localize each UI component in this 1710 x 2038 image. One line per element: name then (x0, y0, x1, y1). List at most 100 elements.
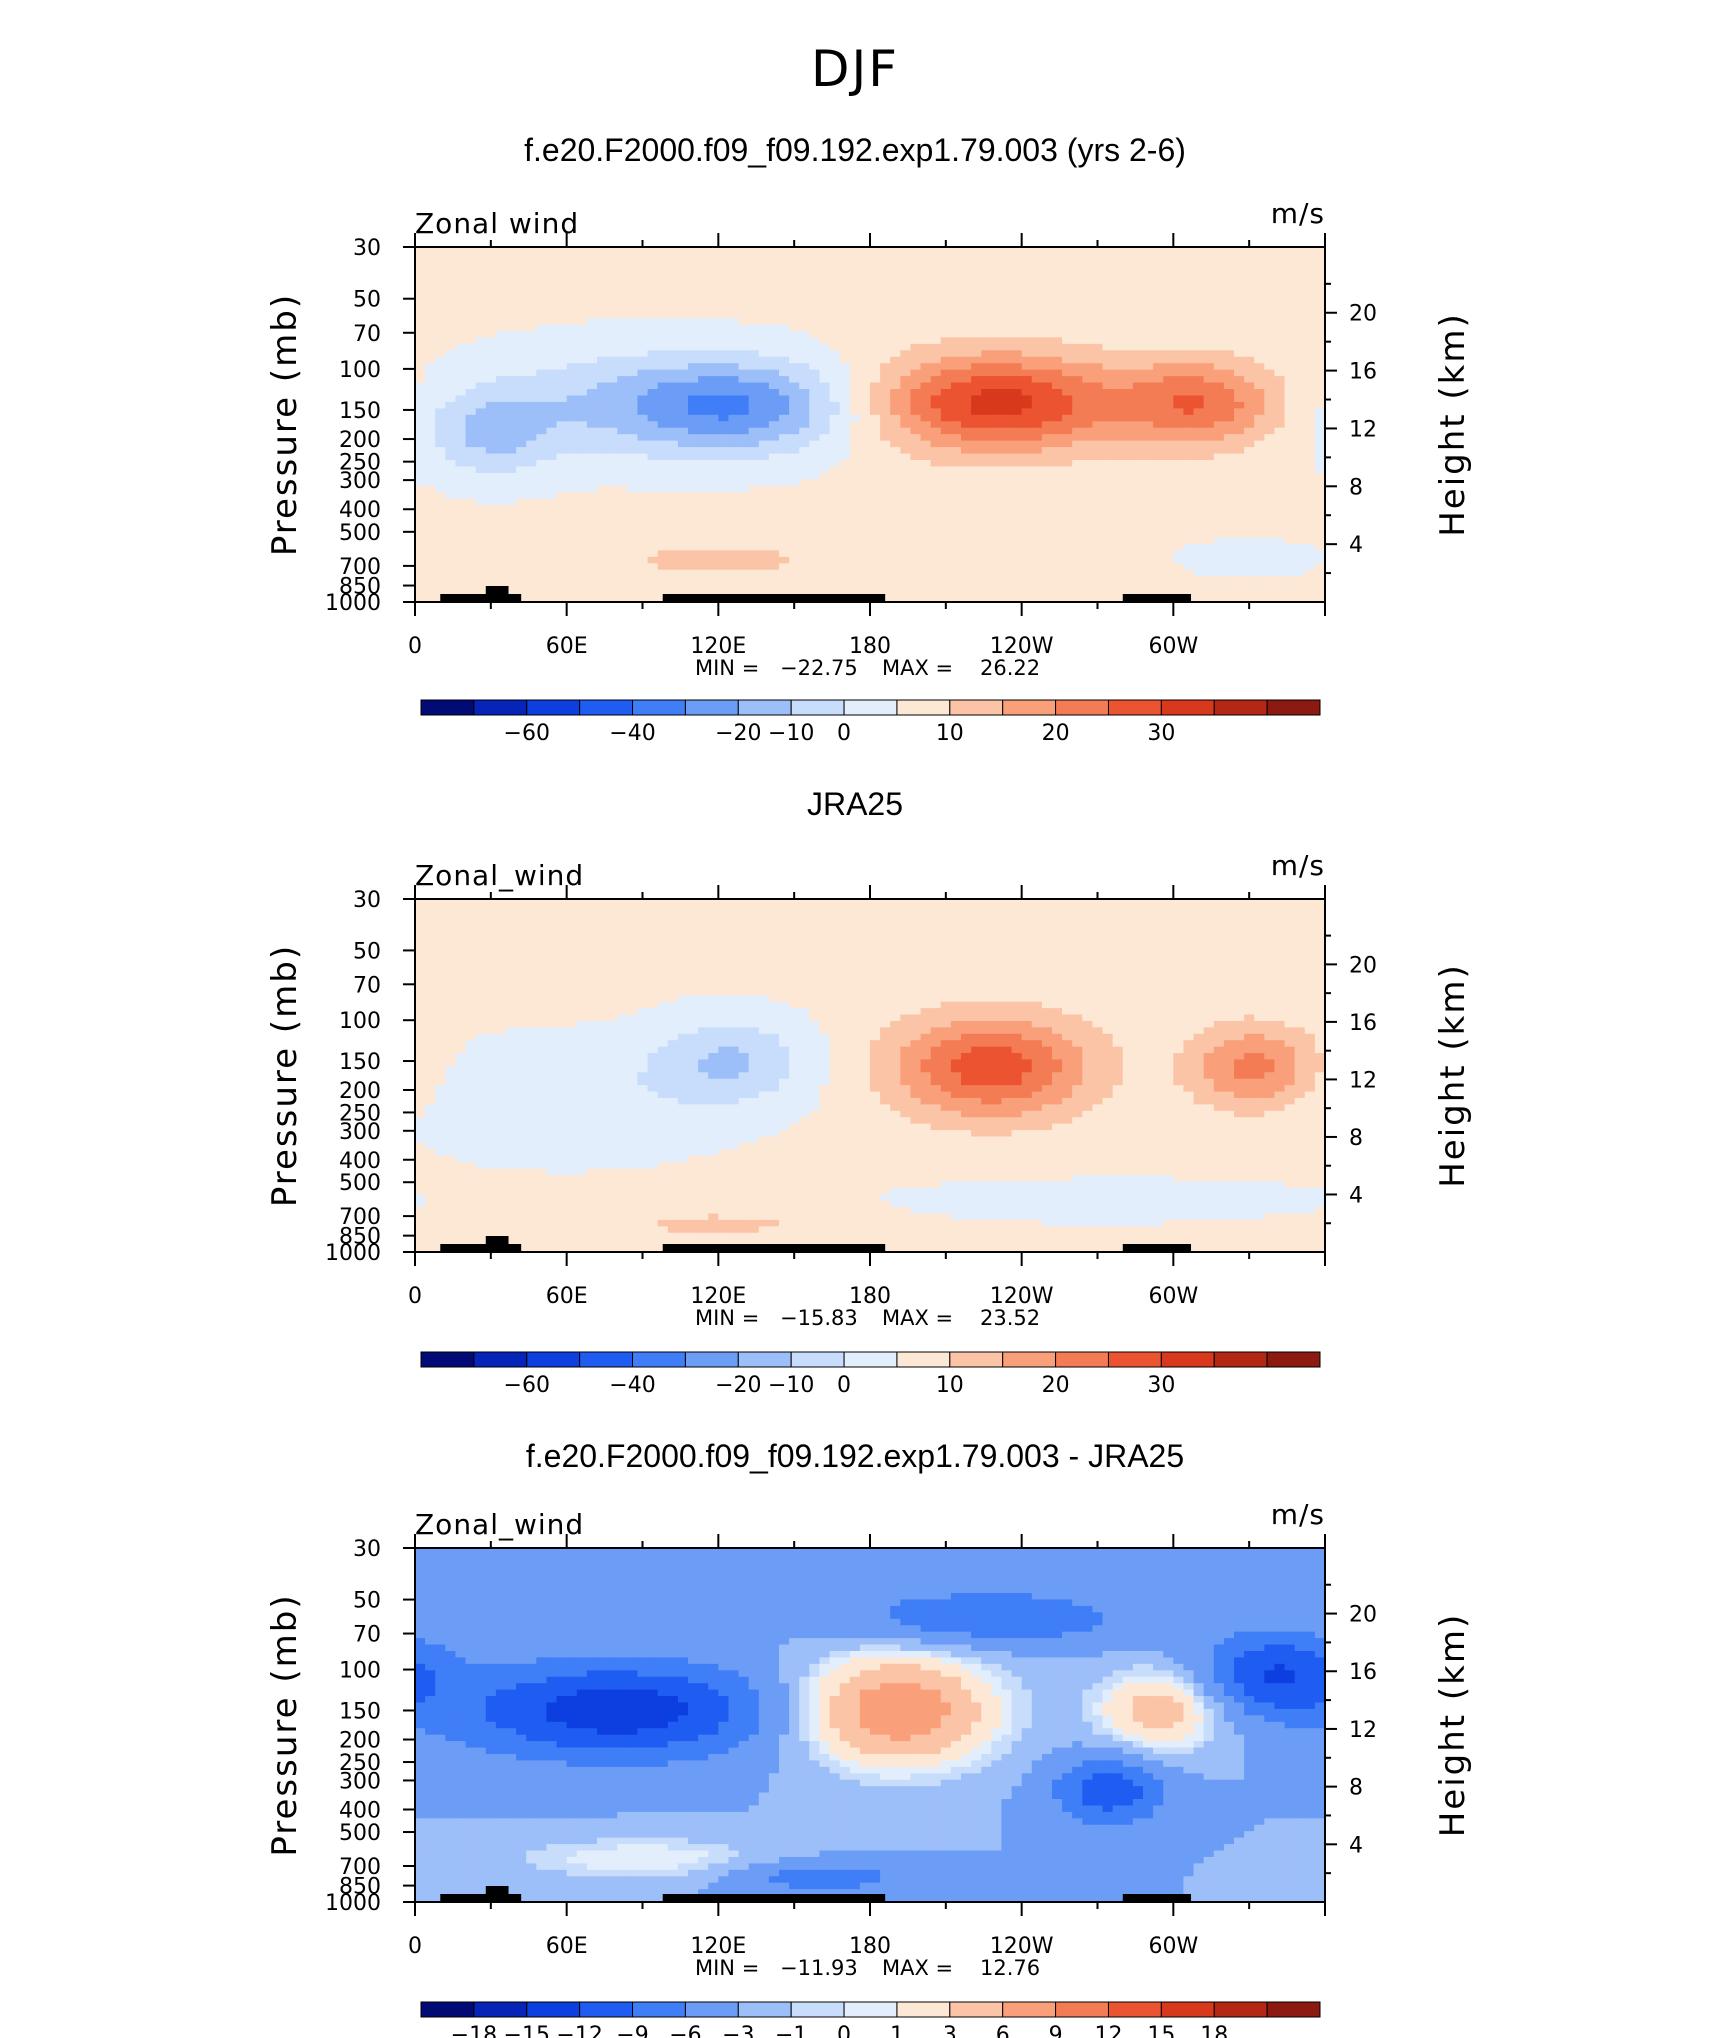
field-cell (1082, 376, 1094, 384)
field-cell (607, 595, 618, 603)
field-cell (1294, 350, 1306, 358)
field-cell (940, 395, 952, 403)
field-cell (667, 285, 679, 293)
field-cell (1052, 524, 1063, 532)
field-cell (1122, 563, 1134, 571)
field-cell (495, 318, 507, 326)
field-cell (708, 492, 719, 500)
field-cell (566, 279, 578, 287)
field-cell (920, 318, 932, 326)
field-cell (445, 389, 457, 397)
field-cell (495, 466, 507, 474)
field-cell (1173, 569, 1185, 577)
field-cell (1031, 285, 1043, 293)
field-cell (961, 285, 972, 293)
field-cell (435, 556, 446, 564)
field-cell (1021, 279, 1033, 287)
field-cell (415, 247, 426, 255)
field-cell (637, 324, 649, 332)
field-cell (870, 292, 881, 300)
field-cell (1062, 414, 1073, 422)
field-cell (657, 550, 669, 558)
field-cell (920, 447, 932, 455)
field-cell (1314, 518, 1326, 526)
field-cell (1234, 259, 1245, 267)
field-cell (1304, 485, 1316, 493)
field-cell (819, 266, 831, 274)
field-cell (819, 253, 831, 261)
field-cell (890, 369, 901, 377)
field-cell (1092, 498, 1104, 506)
field-cell (546, 479, 558, 487)
field-cell (1041, 376, 1053, 384)
field-cell (586, 324, 598, 332)
field-cell (506, 298, 517, 306)
field-cell (940, 363, 952, 371)
field-cell (758, 498, 770, 506)
field-cell (1041, 324, 1053, 332)
field-cell (789, 569, 800, 577)
field-cell (688, 356, 699, 364)
field-cell (1001, 595, 1013, 603)
field-cell (1304, 272, 1316, 280)
field-cell (1021, 266, 1033, 274)
field-cell (940, 350, 952, 358)
field-cell (859, 434, 871, 442)
field-cell (556, 569, 568, 577)
field-cell (1001, 253, 1013, 261)
field-cell (1274, 595, 1286, 603)
field-cell (1244, 472, 1255, 480)
field-cell (1082, 259, 1094, 267)
field-cell (1183, 492, 1195, 500)
field-cell (1254, 389, 1265, 397)
field-cell (870, 434, 881, 442)
field-cell (415, 389, 426, 397)
field-cell (637, 576, 649, 584)
field-cell (940, 414, 952, 422)
field-cell (829, 569, 841, 577)
field-cell (1122, 518, 1134, 526)
field-cell (930, 479, 942, 487)
field-cell (1254, 543, 1265, 551)
field-cell (1294, 259, 1306, 267)
field-cell (971, 298, 982, 306)
field-cell (597, 453, 608, 461)
field-cell (1254, 350, 1265, 358)
field-cell (900, 589, 912, 597)
field-cell (930, 395, 942, 403)
field-cell (688, 408, 699, 416)
field-cell (607, 376, 618, 384)
field-cell (445, 350, 457, 358)
field-cell (1052, 543, 1063, 551)
field-cell (667, 576, 679, 584)
field-cell (1052, 492, 1063, 500)
field-cell (1132, 382, 1144, 390)
field-cell (1244, 498, 1255, 506)
field-cell (495, 505, 507, 513)
field-cell (748, 537, 760, 545)
field-cell (445, 434, 457, 442)
field-cell (950, 453, 962, 461)
field-cell (445, 401, 457, 409)
field-cell (718, 427, 730, 435)
field-cell (1163, 505, 1174, 513)
field-cell (1011, 460, 1023, 468)
field-cell (1173, 537, 1185, 545)
field-cell (1011, 266, 1023, 274)
field-cell (779, 479, 790, 487)
field-cell (1314, 259, 1326, 267)
field-cell (890, 343, 901, 351)
field-cell (445, 272, 457, 280)
field-cell (1041, 343, 1053, 351)
field-cell (475, 569, 487, 577)
field-cell (566, 408, 578, 416)
field-cell (779, 363, 790, 371)
field-cell (1011, 518, 1023, 526)
field-cell (768, 589, 780, 597)
field-cell (1254, 401, 1265, 409)
field-cell (617, 492, 628, 500)
field-cell (516, 382, 527, 390)
field-cell (829, 298, 841, 306)
field-cell (1082, 389, 1094, 397)
field-cell (981, 401, 992, 409)
